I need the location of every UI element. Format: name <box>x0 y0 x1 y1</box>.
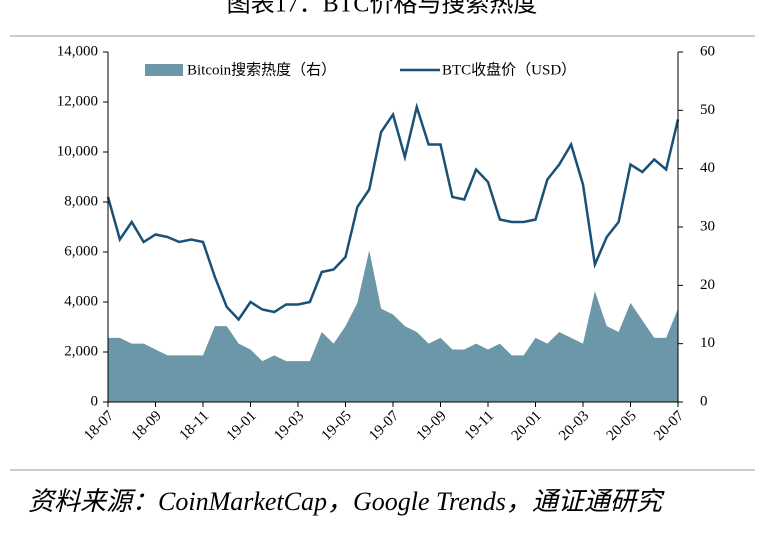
y-tick-label: 14,000 <box>57 43 98 59</box>
y2-tick-label: 20 <box>700 277 715 293</box>
legend-swatch <box>145 64 183 76</box>
y2-tick-label: 40 <box>700 160 715 176</box>
y-tick-label: 0 <box>91 393 99 409</box>
x-tick-label: 19-05 <box>319 408 355 444</box>
x-tick-label: 18-09 <box>129 408 165 444</box>
legend-label: BTC收盘价（USD） <box>442 60 576 78</box>
x-tick-label: 19-11 <box>462 408 498 444</box>
area <box>108 250 678 402</box>
x-tick-label: 19-07 <box>366 408 402 444</box>
legend-label: Bitcoin搜索热度（右） <box>187 61 336 78</box>
y-tick-label: 8,000 <box>64 193 98 209</box>
x-tick-label: 18-07 <box>81 408 117 444</box>
y-tick-label: 4,000 <box>64 293 98 309</box>
x-tick-label: 20-01 <box>509 408 545 444</box>
y-tick-label: 10,000 <box>57 143 98 159</box>
y2-tick-label: 50 <box>700 102 715 118</box>
x-tick-label: 19-09 <box>414 408 450 444</box>
chart-title: 图表17：BTC价格与搜索热度 <box>227 0 538 18</box>
x-tick-label: 20-05 <box>604 408 640 444</box>
x-tick-label: 20-03 <box>556 408 592 444</box>
x-tick-label: 20-07 <box>651 408 687 444</box>
x-tick-label: 19-01 <box>224 408 260 444</box>
chart: 图表17：BTC价格与搜索热度 0 2,000 4,000 6,000 8,000 10,… <box>10 0 755 471</box>
y-tick-label: 6,000 <box>64 243 98 259</box>
y2-tick-label: 30 <box>700 218 715 234</box>
y-tick-label: 2,000 <box>64 343 98 359</box>
y2-tick-label: 10 <box>700 335 715 351</box>
x-tick-label: 19-03 <box>271 408 307 444</box>
source-note: 资料来源：CoinMarketCap，Google Trends，通证通研究 <box>28 487 662 516</box>
y2-tick-label: 60 <box>700 43 715 59</box>
y2-tick-label: 0 <box>700 393 708 409</box>
y-tick-label: 12,000 <box>57 93 98 109</box>
x-tick-label: 18-11 <box>177 408 213 444</box>
line <box>106 102 680 322</box>
